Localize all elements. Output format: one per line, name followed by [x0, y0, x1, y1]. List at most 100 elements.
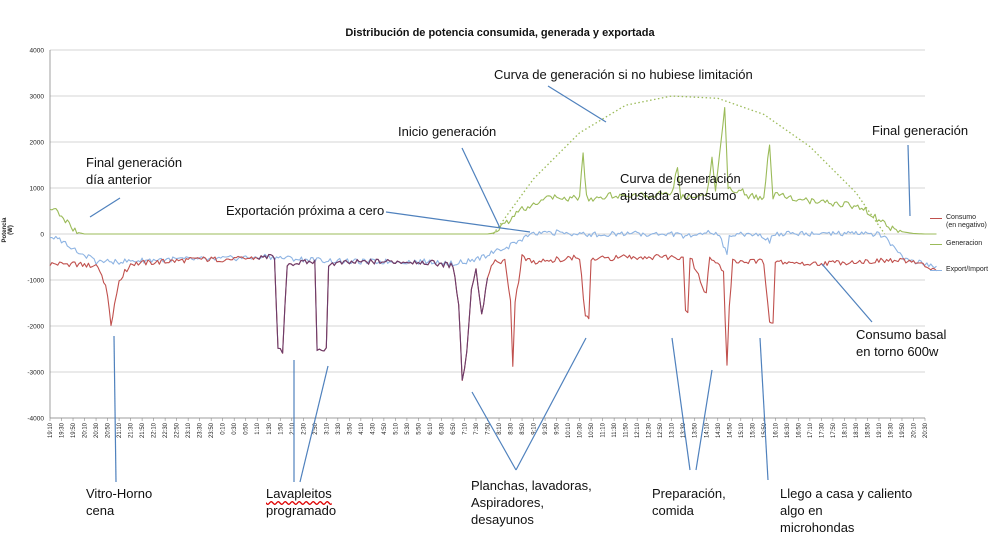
x-tick-label: 21:10	[117, 422, 123, 438]
annotation-line: comida	[652, 503, 694, 518]
x-tick-label: 6:30	[439, 422, 445, 434]
annotation-line: día anterior	[86, 172, 152, 187]
legend-note-consumo: (en negativo)	[946, 222, 987, 229]
annotation-inicio-generacion: Inicio generación	[398, 123, 496, 140]
x-tick-label: 19:10	[877, 422, 883, 438]
annotation-line: Final generación	[872, 123, 969, 138]
x-tick-label: 20:10	[911, 422, 917, 438]
annotation-pointer	[89, 197, 121, 218]
x-tick-label: 17:30	[819, 422, 825, 438]
x-tick-label: 22:50	[175, 422, 181, 438]
x-tick-label: 19:30	[60, 422, 66, 438]
annotation-curva-ajustada: Curva de generación ajustada a consumo	[620, 170, 741, 204]
x-tick-label: 1:10	[255, 422, 261, 434]
y-tick-label: -3000	[27, 370, 44, 377]
x-tick-label: 2:50	[313, 422, 319, 434]
x-tick-label: 20:10	[83, 422, 89, 438]
x-tick-label: 10:50	[589, 422, 595, 438]
annotation-line: Lavapleitos	[266, 486, 332, 501]
annotation-pointer	[671, 337, 691, 471]
x-tick-label: 20:30	[923, 422, 929, 438]
x-tick-label: 10:30	[578, 422, 584, 438]
legend-item-export: Export/Import	[930, 266, 1000, 292]
x-tick-label: 15:10	[739, 422, 745, 438]
x-tick-label: 3:10	[324, 422, 330, 434]
chart-title: Distribución de potencia consumida, gene…	[345, 27, 655, 39]
x-tick-label: 19:30	[888, 422, 894, 438]
x-tick-label: 18:30	[854, 422, 860, 438]
legend-item-generacion: Generacion	[930, 240, 1000, 266]
annotation-pointer	[385, 211, 531, 233]
annotation-pointer	[821, 263, 873, 323]
x-tick-label: 12:10	[635, 422, 641, 438]
x-tick-label: 5:50	[416, 422, 422, 434]
x-tick-label: 5:10	[393, 422, 399, 434]
y-tick-label: 1000	[30, 186, 45, 193]
annotation-pointer	[907, 144, 911, 217]
annotation-line: microhondas	[780, 520, 855, 535]
legend-swatch-generacion	[930, 244, 942, 245]
annotation-pointer	[471, 391, 517, 471]
annotation-line: ajustada a consumo	[620, 188, 737, 203]
x-tick-label: 12:50	[658, 422, 664, 438]
annotation-planchas: Planchas, lavadoras, Aspiradores, desayuno…	[471, 477, 592, 528]
annotation-pointer	[515, 337, 587, 471]
x-tick-label: 9:50	[555, 422, 561, 434]
x-tick-label: 6:50	[451, 422, 457, 434]
x-tick-label: 4:30	[370, 422, 376, 434]
x-tick-label: 2:10	[290, 422, 296, 434]
annotation-lavaplatos: Lavapleitos programado	[266, 485, 336, 519]
annotation-line: desayunos	[471, 512, 534, 527]
x-tick-label: 16:50	[796, 422, 802, 438]
y-tick-label: 0	[40, 232, 44, 239]
annotation-exportacion-proxima-cero: Exportación próxima a cero	[226, 202, 384, 219]
y-axis-ticks: 4000 3000 2000 1000 0 -1000 -2000 -3000 -4000	[27, 48, 44, 423]
x-tick-label: 0:30	[232, 422, 238, 434]
annotation-line: Curva de generación si no hubiese limita…	[494, 67, 753, 82]
x-tick-label: 0:10	[221, 422, 227, 434]
x-tick-label: 7:10	[462, 422, 468, 434]
annotation-line: Curva de generación	[620, 171, 741, 186]
annotation-final-generacion: Final generación	[872, 122, 968, 139]
series-line-export-import	[49, 229, 937, 269]
x-tick-label: 9:30	[543, 422, 549, 434]
legend: Consumo (en negativo) Generacion Export/…	[930, 214, 1000, 292]
annotation-vitro-horno: Vitro-Horno cena	[86, 485, 152, 519]
annotation-line: Exportación próxima a cero	[226, 203, 385, 218]
x-tick-label: 1:30	[267, 422, 273, 434]
x-tick-label: 6:10	[428, 422, 434, 434]
x-tick-label: 5:30	[405, 422, 411, 434]
x-tick-label: 13:10	[670, 422, 676, 438]
x-tick-label: 14:10	[704, 422, 710, 438]
annotation-line: Consumo basal	[856, 327, 947, 342]
x-tick-label: 18:50	[865, 422, 871, 438]
annotation-line: programado	[266, 503, 337, 518]
annotation-line: en torno 600w	[856, 344, 939, 359]
x-tick-label: 8:30	[509, 422, 515, 434]
annotation-consumo-basal: Consumo basal en torno 600w	[856, 326, 946, 360]
x-tick-label: 11:30	[612, 422, 618, 437]
x-tick-label: 18:10	[842, 422, 848, 438]
annotation-line: Preparación,	[652, 486, 726, 501]
x-tick-label: 7:30	[474, 422, 480, 434]
annotation-line: cena	[86, 503, 115, 518]
legend-item-consumo: Consumo (en negativo)	[930, 214, 1000, 240]
x-tick-label: 20:50	[106, 422, 112, 438]
x-tick-label: 23:10	[186, 422, 192, 438]
annotation-line: algo en	[780, 503, 823, 518]
annotation-pointer	[759, 337, 769, 481]
x-tick-label: 14:30	[716, 422, 722, 438]
x-tick-label: 15:30	[750, 422, 756, 438]
x-tick-label: 2:30	[301, 422, 307, 434]
annotation-preparacion-comida: Preparación, comida	[652, 485, 726, 519]
x-tick-label: 11:10	[601, 422, 607, 437]
annotation-pointer	[547, 85, 607, 123]
annotation-line: Aspiradores,	[471, 495, 544, 510]
x-tick-label: 19:50	[900, 422, 906, 438]
series-line-curva-de-generaci-n-si-no-hubiese-limitaci-n	[492, 95, 886, 235]
x-tick-label: 0:50	[244, 422, 250, 434]
x-tick-label: 17:50	[831, 422, 837, 438]
x-tick-label: 23:30	[198, 422, 204, 438]
annotation-pointer	[461, 147, 501, 229]
annotation-pointer	[113, 335, 117, 483]
